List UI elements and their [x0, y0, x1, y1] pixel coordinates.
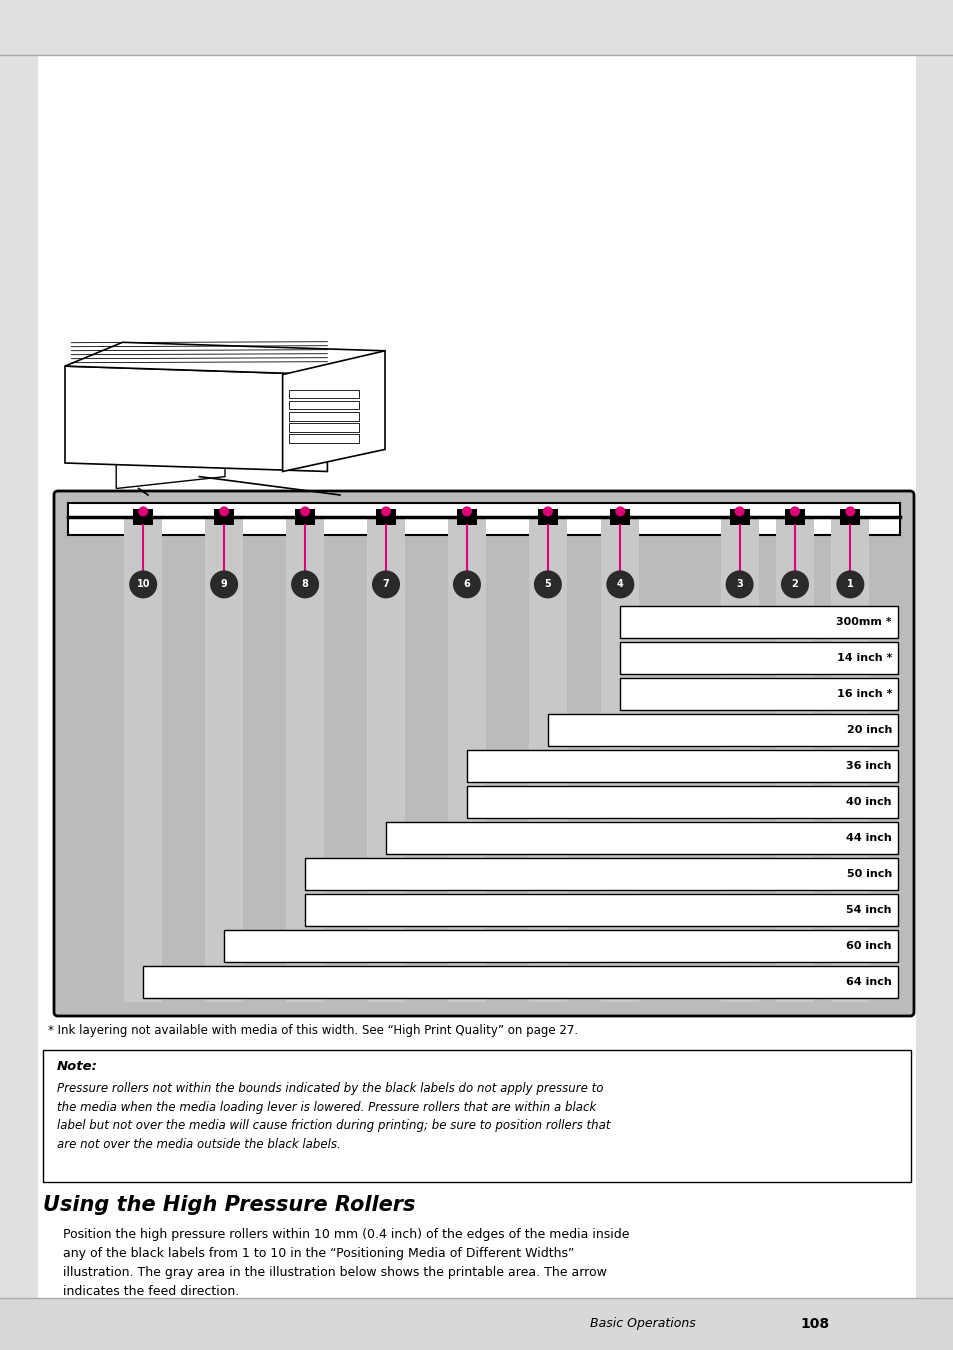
Bar — [619, 643, 897, 675]
Bar — [0, 1297, 953, 1350]
Text: 64 inch: 64 inch — [845, 977, 891, 987]
Bar — [775, 517, 813, 1002]
Bar — [720, 517, 758, 1002]
Text: Position the high pressure rollers within 10 mm (0.4 inch) of the edges of the m: Position the high pressure rollers withi… — [63, 1228, 629, 1297]
Bar — [305, 894, 897, 926]
Text: 2: 2 — [791, 579, 798, 590]
Bar — [305, 859, 897, 890]
Bar — [619, 606, 897, 639]
Polygon shape — [65, 366, 327, 471]
Bar — [367, 517, 405, 1002]
Bar — [830, 517, 868, 1002]
Circle shape — [542, 506, 553, 517]
Text: Using the High Pressure Rollers: Using the High Pressure Rollers — [43, 1195, 415, 1215]
Bar — [0, 0, 953, 55]
Text: 20 inch: 20 inch — [845, 725, 891, 736]
Circle shape — [129, 571, 157, 598]
Circle shape — [606, 571, 634, 598]
Circle shape — [789, 506, 800, 517]
Text: 1: 1 — [846, 579, 853, 590]
Circle shape — [138, 506, 148, 517]
Bar — [610, 509, 630, 525]
Text: 3: 3 — [736, 579, 742, 590]
Circle shape — [219, 506, 229, 517]
Text: 10: 10 — [136, 579, 150, 590]
Text: 6: 6 — [463, 579, 470, 590]
Text: 50 inch: 50 inch — [846, 869, 891, 879]
Polygon shape — [65, 343, 385, 374]
Bar — [213, 509, 233, 525]
Bar — [448, 517, 485, 1002]
Text: 60 inch: 60 inch — [845, 941, 891, 950]
Text: 44 inch: 44 inch — [845, 833, 891, 844]
Bar — [289, 390, 359, 398]
Bar — [840, 509, 860, 525]
Text: 14 inch *: 14 inch * — [836, 653, 891, 663]
Text: 54 inch: 54 inch — [845, 904, 891, 915]
FancyBboxPatch shape — [54, 491, 913, 1017]
Text: Note:: Note: — [57, 1060, 98, 1073]
Text: 5: 5 — [544, 579, 551, 590]
Bar — [205, 517, 243, 1002]
Bar — [289, 435, 359, 443]
Text: 300mm *: 300mm * — [836, 617, 891, 628]
Circle shape — [615, 506, 624, 517]
Bar — [619, 678, 897, 710]
Text: 36 inch: 36 inch — [845, 761, 891, 771]
Bar — [466, 751, 897, 782]
Text: 9: 9 — [220, 579, 227, 590]
Circle shape — [844, 506, 855, 517]
Bar — [143, 967, 897, 998]
Bar — [133, 509, 153, 525]
Text: 40 inch: 40 inch — [845, 798, 891, 807]
Circle shape — [781, 571, 808, 598]
Text: Basic Operations: Basic Operations — [589, 1318, 695, 1331]
Circle shape — [300, 506, 310, 517]
Circle shape — [291, 571, 318, 598]
Circle shape — [210, 571, 238, 598]
Circle shape — [372, 571, 399, 598]
Circle shape — [725, 571, 753, 598]
Text: 108: 108 — [800, 1318, 828, 1331]
Text: Pressure rollers not within the bounds indicated by the black labels do not appl: Pressure rollers not within the bounds i… — [57, 1081, 610, 1150]
Circle shape — [734, 506, 744, 517]
Bar — [124, 517, 162, 1002]
Bar — [537, 509, 558, 525]
Bar — [528, 517, 566, 1002]
Bar — [289, 401, 359, 409]
Text: * Ink layering not available with media of this width. See “High Print Quality” : * Ink layering not available with media … — [48, 1025, 578, 1037]
Bar — [784, 509, 804, 525]
Circle shape — [461, 506, 472, 517]
Circle shape — [836, 571, 863, 598]
Bar — [289, 423, 359, 432]
Bar — [729, 509, 749, 525]
Polygon shape — [116, 386, 225, 489]
Text: 4: 4 — [617, 579, 623, 590]
Circle shape — [534, 571, 561, 598]
Bar — [600, 517, 639, 1002]
Bar — [466, 786, 897, 818]
Bar — [286, 517, 324, 1002]
Bar — [68, 504, 899, 535]
Circle shape — [380, 506, 391, 517]
Bar — [386, 822, 897, 855]
Bar — [375, 509, 395, 525]
Bar — [289, 412, 359, 420]
Bar — [547, 714, 897, 747]
Text: 7: 7 — [382, 579, 389, 590]
Bar — [43, 1050, 910, 1183]
Text: 16 inch *: 16 inch * — [836, 690, 891, 699]
Text: 8: 8 — [301, 579, 308, 590]
Polygon shape — [282, 351, 385, 471]
Bar — [224, 930, 897, 963]
Bar — [456, 509, 476, 525]
Circle shape — [453, 571, 480, 598]
Bar — [294, 509, 314, 525]
